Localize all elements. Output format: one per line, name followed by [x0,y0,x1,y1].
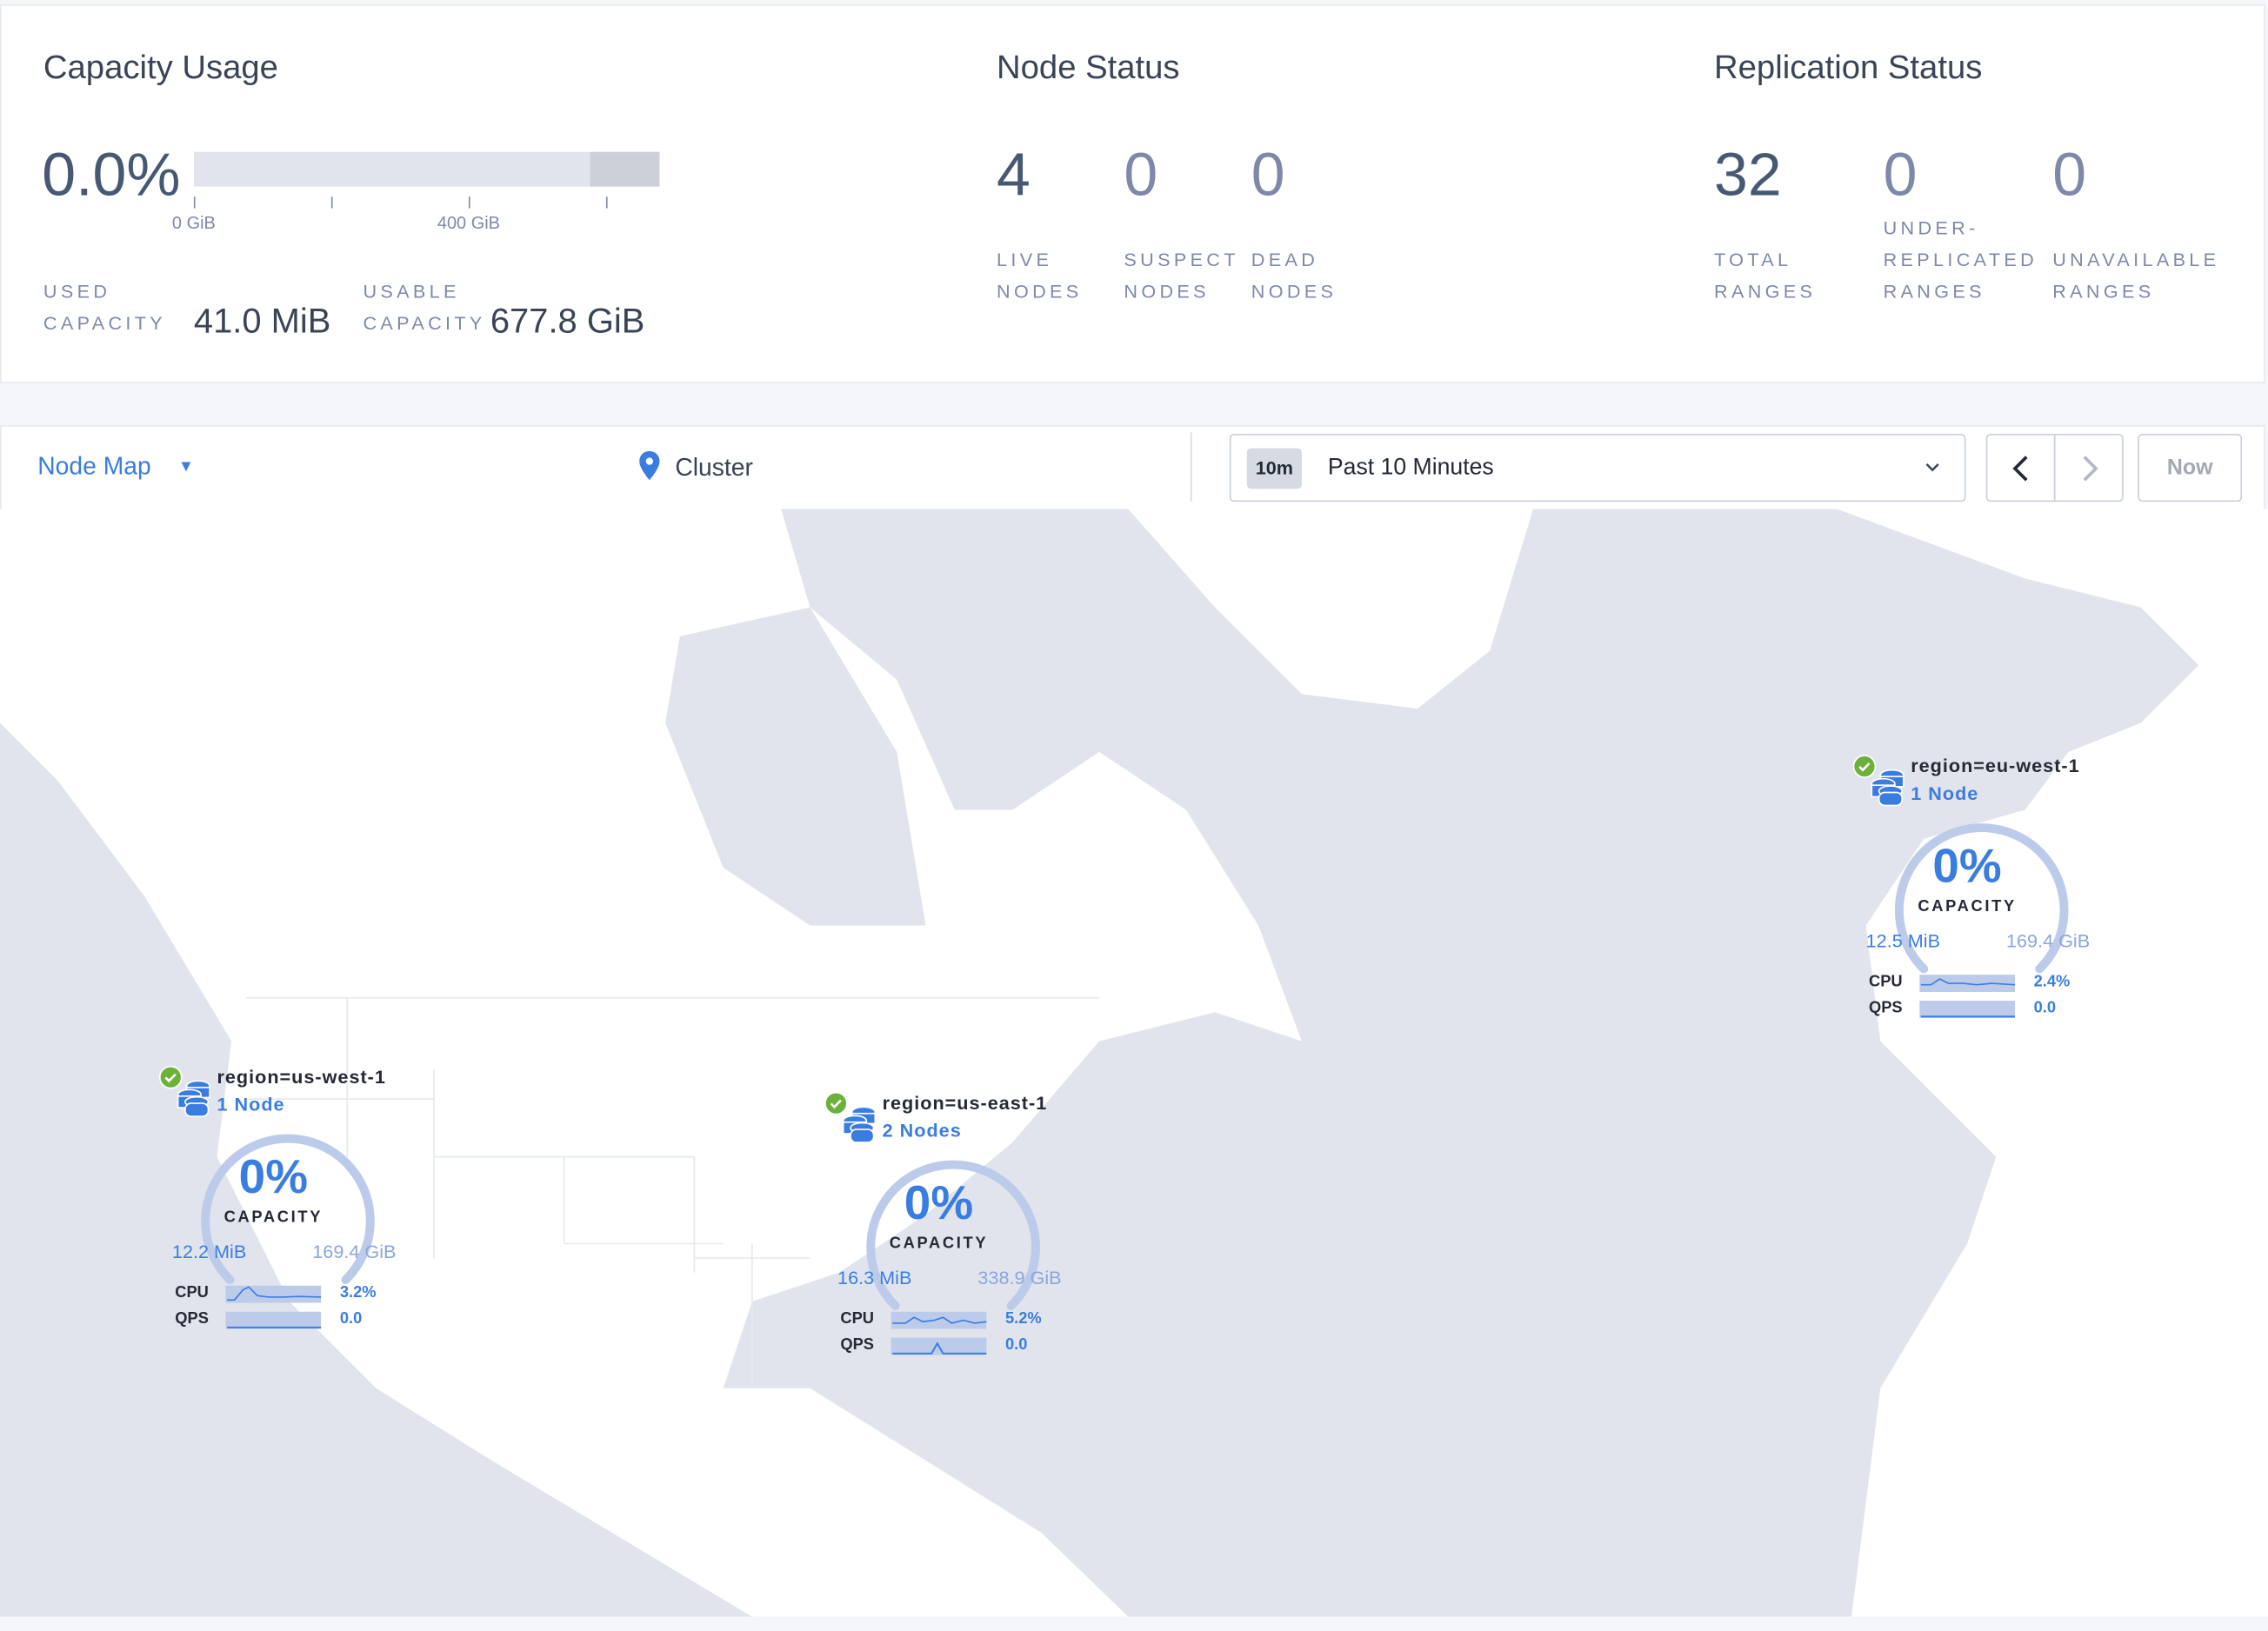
capacity-gauge [1894,823,2069,974]
state-borders [245,996,1100,1388]
healthy-check-icon [824,1091,848,1115]
replication-label: TOTAL RANGES [1714,249,1817,303]
node-status-title: Node Status [997,47,1180,86]
caret-down-icon: ▼ [177,458,194,476]
capacity-label: CAPACITY [223,1208,324,1227]
qps-value: 0.0 [2033,999,2057,1017]
qps-sparkline [1919,1001,2015,1018]
replication-status-title: Replication Status [1714,47,1983,86]
landmass [0,509,2268,1617]
database-icon [1871,769,1904,807]
time-badge: 10m [1246,448,1302,489]
qps-label: QPS [1868,999,1903,1017]
usable-capacity-value: 677.8 GiB [490,302,645,342]
cpu-value: 3.2% [339,1284,377,1301]
cpu-sparkline [1919,975,2015,993]
region-node-2[interactable]: region=eu-west-1 1 Node 0% CAPACITY 12.5… [1852,755,2143,1044]
cpu-sparkline [225,1285,322,1303]
capacity-gauge [866,1160,1040,1310]
now-label: Now [2166,455,2213,481]
replication-value: 0 [2052,140,2087,209]
database-icon [842,1106,877,1143]
chevron-left-icon [2012,456,2028,482]
breadcrumb[interactable]: Cluster [639,450,753,483]
qps-sparkline [891,1337,987,1355]
capacity-bar [193,151,660,187]
healthy-check-icon [158,1065,183,1089]
region-node-0[interactable]: region=us-west-1 1 Node 0% CAPACITY 12.2… [158,1065,449,1355]
region-node-count[interactable]: 2 Nodes [882,1119,962,1142]
capacity-label: CAPACITY [1918,897,2017,915]
view-dropdown[interactable]: Node Map ▼ [37,453,194,482]
capacity-title: Capacity Usage [43,47,278,86]
replication-value: 32 [1714,140,1782,209]
region-name[interactable]: region=eu-west-1 [1911,755,2080,777]
node_status-value: 0 [1124,140,1158,209]
capacity-percent: 0% [238,1149,309,1203]
replication-label: UNAVAILABLE RANGES [2052,249,2220,303]
capacity-label: CAPACITY [889,1235,989,1253]
qps-label: QPS [840,1335,875,1354]
qps-value: 0.0 [339,1309,363,1328]
node_status-label: SUSPECT NODES [1124,249,1239,303]
time-range-label: Past 10 Minutes [1327,455,1494,481]
node_status-value: 0 [1251,140,1285,209]
region-name[interactable]: region=us-east-1 [882,1091,1048,1114]
cpu-label: CPU [1868,973,1903,991]
previous-button[interactable] [1985,433,2056,503]
chevron-down-icon [1925,463,1939,472]
database-icon [177,1080,211,1117]
node_status-label: DEAD NODES [1251,249,1337,303]
cpu-sparkline [891,1311,987,1329]
used-capacity: 12.2 MiB [171,1241,247,1263]
qps-value: 0.0 [1004,1335,1028,1354]
now-button[interactable]: Now [2138,433,2243,503]
region-node-1[interactable]: region=us-east-1 2 Nodes 0% CAPACITY 16.… [824,1092,1114,1381]
region-name[interactable]: region=us-west-1 [217,1065,386,1088]
hudson-bay [665,607,926,926]
used-capacity-value: 41.0 MiB [193,302,331,342]
next-button[interactable] [2053,433,2124,503]
cpu-label: CPU [840,1309,875,1328]
qps-sparkline [225,1311,322,1329]
time-range-select[interactable]: 10m Past 10 Minutes [1229,433,1966,503]
node_status-label: LIVE NODES [997,249,1083,303]
greenland [1128,509,1534,709]
cpu-value: 5.2% [1004,1309,1042,1328]
tick-label: 0 GiB [171,212,216,233]
total-capacity: 338.9 GiB [977,1267,1062,1289]
breadcrumb-cluster: Cluster [675,454,753,482]
capacity-percent: 0% [904,1175,974,1229]
usable-capacity-label: USABLE CAPACITY [363,280,486,335]
total-capacity: 169.4 GiB [312,1241,397,1263]
total-capacity: 169.4 GiB [2005,929,2091,952]
tick-label: 400 GiB [437,212,500,233]
capacity-bar-reserved [590,151,660,187]
view-dropdown-label: Node Map [37,452,151,481]
cpu-label: CPU [175,1284,209,1301]
north-america [0,509,1302,1617]
map-pin-icon [639,450,660,481]
used-capacity: 16.3 MiB [837,1267,912,1289]
capacity-percent: 0% [1932,838,2002,893]
qps-label: QPS [175,1309,209,1328]
map-toolbar: Node Map ▼ Cluster 10m Past 10 Minutes N… [0,425,2265,511]
europe [1837,509,2268,1617]
summary-panel: Capacity Usage 0.0% 0 GiB 400 GiB USED CA… [0,3,2265,383]
region-node-count[interactable]: 1 Node [1911,782,1979,804]
capacity-percent: 0.0% [42,140,181,209]
healthy-check-icon [1852,755,1877,778]
cpu-value: 2.4% [2033,973,2071,991]
node-map[interactable] [0,509,2268,1617]
replication-label: UNDER- REPLICATED RANGES [1883,216,2038,303]
replication-value: 0 [1883,140,1918,209]
region-node-count[interactable]: 1 Node [217,1093,285,1115]
used-capacity-label: USED CAPACITY [43,280,167,335]
chevron-right-icon [2083,456,2098,482]
node_status-value: 4 [997,140,1031,209]
used-capacity: 12.5 MiB [1865,929,1941,952]
capacity-gauge [201,1134,375,1285]
divider [1190,432,1192,503]
